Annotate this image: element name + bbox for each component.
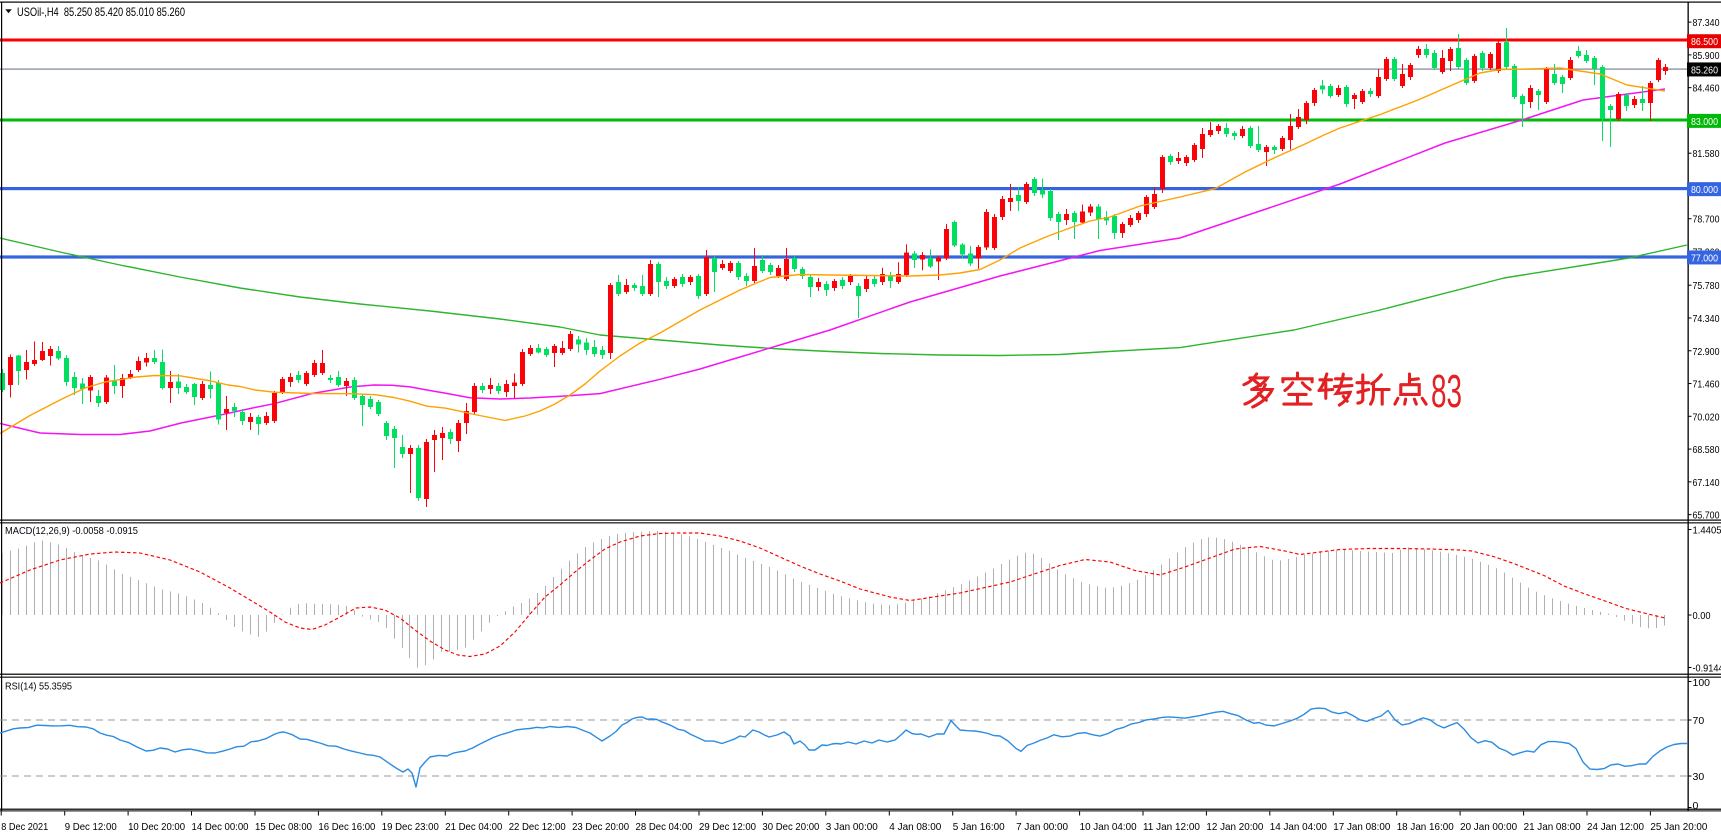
svg-text:83: 83: [1431, 365, 1462, 417]
svg-text:-0.9144: -0.9144: [1693, 663, 1721, 675]
svg-text:11 Jan 12:00: 11 Jan 12:00: [1143, 821, 1200, 833]
svg-text:83.000: 83.000: [1691, 116, 1718, 128]
svg-text:23 Dec 20:00: 23 Dec 20:00: [572, 821, 629, 833]
svg-text:15 Dec 08:00: 15 Dec 08:00: [255, 821, 312, 833]
svg-text:MACD(12,26,9) -0.0058 -0.0915: MACD(12,26,9) -0.0058 -0.0915: [5, 526, 138, 537]
svg-text:72.900: 72.900: [1693, 346, 1720, 358]
svg-text:87.340: 87.340: [1693, 17, 1720, 29]
svg-text:30: 30: [1693, 771, 1705, 783]
svg-text:16 Dec 16:00: 16 Dec 16:00: [318, 821, 375, 833]
svg-text:0: 0: [1693, 800, 1699, 812]
svg-text:29 Dec 12:00: 29 Dec 12:00: [699, 821, 756, 833]
svg-text:14 Dec 00:00: 14 Dec 00:00: [192, 821, 249, 833]
svg-text:9 Dec 12:00: 9 Dec 12:00: [65, 821, 117, 833]
svg-text:68.580: 68.580: [1693, 444, 1720, 456]
svg-text:25 Jan 20:00: 25 Jan 20:00: [1650, 821, 1707, 833]
svg-text:20 Jan 00:00: 20 Jan 00:00: [1460, 821, 1517, 833]
svg-text:10 Dec 20:00: 10 Dec 20:00: [128, 821, 185, 833]
svg-text:30 Dec 20:00: 30 Dec 20:00: [762, 821, 819, 833]
svg-text:70.020: 70.020: [1693, 411, 1720, 423]
svg-text:65.700: 65.700: [1693, 510, 1720, 522]
svg-text:80.000: 80.000: [1691, 184, 1718, 196]
svg-text:22 Dec 12:00: 22 Dec 12:00: [509, 821, 566, 833]
svg-text:28 Dec 04:00: 28 Dec 04:00: [636, 821, 693, 833]
svg-text:77.000: 77.000: [1691, 252, 1718, 264]
svg-text:7 Jan 00:00: 7 Jan 00:00: [1016, 821, 1068, 833]
svg-text:USOil-,H4 85.250 85.420 85.01: USOil-,H4 85.250 85.420 85.010 85.260: [17, 5, 185, 19]
svg-text:84.460: 84.460: [1693, 83, 1720, 95]
svg-text:85.260: 85.260: [1691, 64, 1718, 76]
svg-text:12 Jan 20:00: 12 Jan 20:00: [1206, 821, 1263, 833]
svg-text:0.00: 0.00: [1693, 610, 1711, 622]
svg-text:14 Jan 04:00: 14 Jan 04:00: [1270, 821, 1327, 833]
svg-text:19 Dec 23:00: 19 Dec 23:00: [382, 821, 439, 833]
svg-text:4 Jan 08:00: 4 Jan 08:00: [889, 821, 941, 833]
svg-text:67.140: 67.140: [1693, 477, 1720, 489]
svg-text:24 Jan 12:00: 24 Jan 12:00: [1587, 821, 1644, 833]
svg-text:74.340: 74.340: [1693, 313, 1720, 325]
svg-text:10 Jan 04:00: 10 Jan 04:00: [1080, 821, 1137, 833]
svg-text:8 Dec 2021: 8 Dec 2021: [1, 821, 48, 833]
svg-text:1.4405: 1.4405: [1693, 525, 1721, 537]
svg-text:71.460: 71.460: [1693, 379, 1720, 391]
svg-text:78.700: 78.700: [1693, 214, 1720, 226]
svg-text:70: 70: [1693, 715, 1705, 727]
svg-text:21 Dec 04:00: 21 Dec 04:00: [445, 821, 502, 833]
svg-text:86.500: 86.500: [1691, 36, 1718, 48]
svg-text:81.580: 81.580: [1693, 148, 1720, 160]
svg-text:100: 100: [1693, 677, 1711, 689]
svg-text:18 Jan 16:00: 18 Jan 16:00: [1397, 821, 1454, 833]
svg-text:5 Jan 16:00: 5 Jan 16:00: [953, 821, 1005, 833]
svg-text:17 Jan 08:00: 17 Jan 08:00: [1333, 821, 1390, 833]
svg-text:3 Jan 00:00: 3 Jan 00:00: [826, 821, 878, 833]
svg-text:21 Jan 08:00: 21 Jan 08:00: [1524, 821, 1581, 833]
svg-text:75.780: 75.780: [1693, 280, 1720, 292]
svg-text:85.900: 85.900: [1693, 50, 1720, 62]
svg-text:RSI(14) 55.3595: RSI(14) 55.3595: [5, 682, 72, 693]
